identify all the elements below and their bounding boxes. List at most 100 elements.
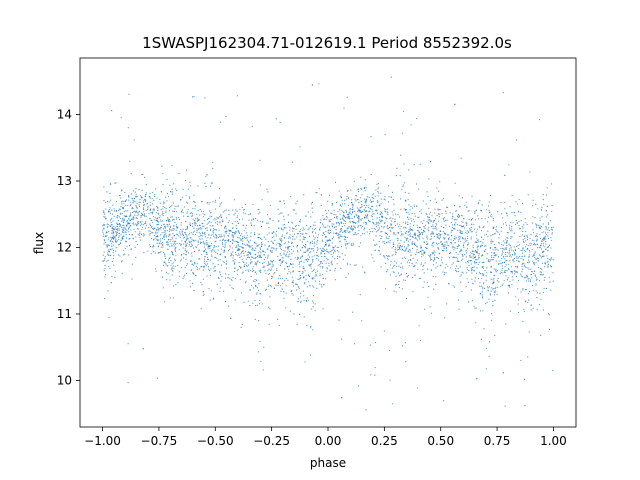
data-point: [110, 218, 112, 221]
data-point: [219, 222, 221, 224]
data-point: [506, 232, 508, 234]
data-point: [217, 218, 219, 220]
data-point: [312, 242, 314, 244]
data-point: [435, 227, 437, 229]
data-point: [254, 263, 256, 265]
data-point: [243, 230, 245, 232]
data-point: [125, 224, 127, 226]
data-point: [166, 230, 168, 232]
data-point: [296, 258, 298, 260]
data-point: [244, 264, 246, 266]
data-point: [490, 239, 492, 241]
data-point: [141, 173, 143, 176]
data-point: [504, 208, 506, 210]
data-point: [505, 212, 507, 214]
data-point: [399, 198, 402, 200]
data-point: [134, 191, 136, 193]
data-point: [115, 238, 117, 240]
data-point: [428, 227, 430, 229]
data-point: [184, 241, 186, 243]
data-point: [549, 265, 552, 267]
data-point: [476, 228, 479, 230]
data-point: [219, 290, 221, 292]
data-point: [516, 267, 518, 269]
data-point: [510, 271, 512, 273]
data-point: [246, 256, 248, 259]
data-point: [454, 257, 456, 259]
data-point: [184, 250, 186, 252]
data-point: [342, 216, 344, 218]
data-point: [245, 282, 247, 284]
data-point: [500, 271, 502, 273]
data-point: [119, 225, 121, 228]
data-point: [539, 238, 542, 240]
data-point: [484, 234, 486, 236]
data-point: [480, 209, 482, 211]
data-point: [505, 248, 507, 250]
data-point: [546, 261, 548, 263]
data-point: [245, 251, 247, 253]
data-point: [372, 218, 374, 220]
data-point: [155, 188, 157, 190]
data-point: [296, 289, 298, 291]
data-point: [198, 231, 200, 233]
data-point: [353, 225, 355, 227]
data-point: [128, 254, 130, 256]
data-point: [415, 262, 417, 264]
data-point: [178, 218, 180, 221]
data-point: [119, 224, 121, 227]
data-point: [526, 276, 528, 278]
data-point: [259, 254, 261, 256]
data-point: [522, 248, 524, 250]
data-point: [466, 206, 468, 208]
data-point: [209, 245, 211, 247]
data-point: [486, 301, 488, 303]
data-point: [189, 245, 191, 247]
data-point: [300, 292, 302, 294]
data-point: [219, 121, 222, 123]
data-point: [326, 248, 328, 250]
data-point: [505, 260, 507, 262]
data-point: [346, 243, 348, 245]
data-point: [106, 191, 108, 193]
data-point: [495, 270, 497, 272]
data-point: [176, 226, 178, 228]
data-point: [307, 254, 309, 256]
data-point: [250, 275, 252, 278]
data-point: [278, 227, 280, 229]
data-point: [247, 245, 249, 247]
data-point: [162, 264, 165, 266]
data-point: [159, 238, 161, 240]
data-point: [517, 311, 520, 314]
data-point: [287, 251, 289, 253]
data-point: [232, 237, 234, 239]
data-point: [459, 251, 461, 253]
data-point: [291, 161, 293, 163]
data-point: [222, 261, 224, 263]
data-point: [281, 236, 283, 238]
data-point: [471, 266, 474, 268]
data-point: [125, 241, 127, 243]
data-point: [285, 292, 287, 294]
data-point: [261, 238, 263, 241]
data-point: [133, 200, 135, 202]
data-point: [253, 257, 255, 259]
data-point: [240, 255, 242, 257]
data-point: [475, 307, 477, 309]
data-point: [438, 253, 440, 255]
data-point: [304, 251, 306, 253]
data-point: [509, 245, 511, 247]
data-point: [206, 227, 208, 229]
data-point: [336, 218, 338, 220]
data-point: [216, 223, 219, 225]
data-point: [333, 232, 335, 234]
data-point: [284, 223, 286, 226]
data-point: [400, 154, 402, 156]
data-point: [155, 233, 157, 235]
data-point: [216, 235, 218, 237]
data-point: [154, 237, 156, 239]
data-point: [225, 242, 227, 244]
data-point: [236, 216, 238, 219]
data-point: [488, 201, 490, 203]
data-point: [430, 259, 432, 261]
